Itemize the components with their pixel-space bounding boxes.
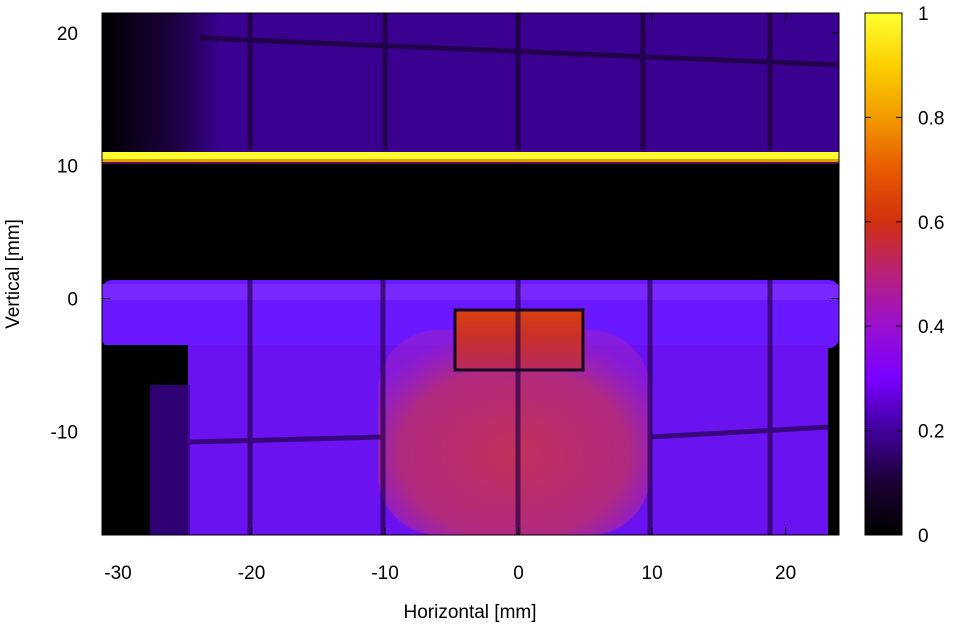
region-dark-gap <box>102 164 839 280</box>
upper-grid-shadows <box>199 13 839 150</box>
x-tick-label: -20 <box>238 563 265 584</box>
lower-left-fade <box>150 385 190 535</box>
y-tick-label: 10 <box>57 157 78 178</box>
x-axis-label: Horizontal [mm] <box>403 602 536 623</box>
region-bright-stripe <box>102 152 839 159</box>
colorbar-tick-label: 0.2 <box>918 422 944 443</box>
stripe-shadow-2 <box>102 162 839 164</box>
colorbar-tick-label: 0.4 <box>918 317 945 338</box>
colorbar-tick-label: 0 <box>918 526 929 547</box>
colorbar-ticks: 0 0.2 0.4 0.6 0.8 1 <box>865 4 945 547</box>
lower-grid-shadows <box>189 280 831 535</box>
x-tick-label: -10 <box>371 563 398 584</box>
x-tick-label: 10 <box>642 563 663 584</box>
x-tick-label: -30 <box>104 563 131 584</box>
x-tick-label: 20 <box>775 563 796 584</box>
y-axis-ticks: -10 0 10 20 <box>51 24 839 443</box>
plot-area <box>102 13 839 535</box>
y-axis-label: Vertical [mm] <box>3 219 24 329</box>
plot-border <box>101 12 840 536</box>
x-axis-ticks: -30 -20 -10 0 10 20 <box>104 13 796 584</box>
colorbar-tick-label: 1 <box>918 4 929 25</box>
y-tick-label: 0 <box>67 290 78 311</box>
x-tick-label: 0 <box>513 563 524 584</box>
colorbar-tick-label: 0.8 <box>918 108 944 129</box>
region-central-hot <box>378 330 650 535</box>
colorbar-tick-label: 0.6 <box>918 213 944 234</box>
region-upper-band <box>102 13 839 153</box>
y-tick-label: -10 <box>51 422 78 443</box>
y-tick-label: 20 <box>57 24 78 45</box>
colorbar <box>864 12 903 536</box>
stripe-shadow <box>102 159 839 162</box>
beam-highlight <box>102 284 839 300</box>
